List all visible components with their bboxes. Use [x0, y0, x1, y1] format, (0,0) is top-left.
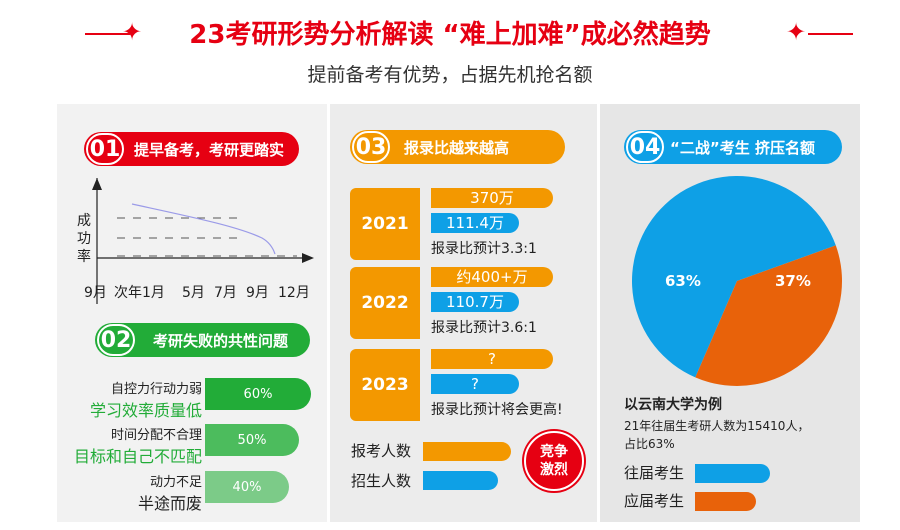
x-tick: 次年1月	[114, 285, 165, 301]
problem-bar: 50%	[205, 424, 299, 456]
title-line-left	[85, 33, 130, 35]
pie-chart	[632, 176, 842, 387]
legend-applicants-swatch	[423, 442, 511, 461]
problem-label: 动力不足	[149, 475, 202, 490]
page-title: 23考研形势分析解读 “难上加难”成必然趋势	[189, 20, 711, 50]
example-text: 占比63%	[624, 437, 675, 451]
x-tick: 7月	[214, 285, 237, 301]
title-line-right	[808, 33, 853, 35]
problem-label: 学习效率质量低	[89, 401, 202, 420]
x-tick: 9月	[246, 285, 269, 301]
problem-bar: 40%	[205, 471, 289, 503]
x-axis-ticks: 9月 次年1月 5月 7月 9月 12月	[84, 282, 310, 302]
problem-label: 目标和自己不匹配	[73, 447, 202, 466]
year-block-2023: 2023 ? ? 报录比预计将会更高!	[350, 349, 563, 421]
example-title: 以云南大学为例	[624, 397, 722, 413]
problem-label: 自控力行动力弱	[110, 382, 202, 397]
section-title: 提早备考，考研更踏实	[134, 140, 285, 159]
problem-label: 半途而废	[137, 494, 202, 513]
legend-admitted-label: 招生人数	[351, 472, 412, 490]
section-02-header: 02 考研失败的共性问题	[95, 323, 310, 357]
page-subtitle: 提前备考有优势，占据先机抢名额	[307, 64, 593, 86]
pie-label-past: 63%	[665, 272, 701, 290]
legend-past-label: 往届考生	[624, 464, 685, 482]
panel-ratio: 03 报录比越来越高 2021 370万 111.4万 报录比预计3.3:1 20…	[330, 104, 597, 522]
panel-early-prep: 01 提早备考，考研更踏实 成功率 9月 次年1月 5月 7月 9月 12月 02…	[57, 104, 327, 522]
competition-badge: 竞争 激烈	[524, 431, 584, 491]
section-number: 04	[626, 131, 664, 163]
section-01-header: 01 提早备考，考研更踏实	[84, 132, 299, 166]
x-axis-arrow	[302, 253, 314, 263]
star-icon: ✦	[786, 18, 807, 46]
section-title: 考研失败的共性问题	[153, 331, 289, 350]
section-number: 02	[97, 324, 135, 356]
year-label: 2021	[350, 188, 420, 260]
admitted-bar: 111.4万	[431, 213, 519, 233]
section-number: 03	[352, 131, 390, 163]
legend-admitted-swatch	[423, 471, 498, 490]
ratio-text: 报录比预计将会更高!	[431, 402, 563, 418]
success-rate-chart	[92, 178, 314, 304]
problem-bar: 60%	[205, 378, 311, 410]
section-number: 01	[86, 133, 124, 165]
panel-second-attempt: 04 “二战”考生 挤压名额 63% 37% 以云南大学为例 21年往届生考研人数…	[600, 104, 860, 522]
x-tick: 12月	[278, 285, 310, 301]
section-04-header: 04 “二战”考生 挤压名额	[624, 130, 842, 164]
year-label: 2023	[350, 349, 420, 421]
problem-row: 动力不足 半途而废	[52, 471, 202, 514]
x-tick: 5月	[182, 285, 205, 301]
pie-label-current: 37%	[775, 272, 811, 290]
ratio-text: 报录比预计3.3:1	[431, 241, 537, 257]
legend-applicants-label: 报考人数	[351, 442, 412, 460]
x-tick: 9月	[84, 285, 107, 301]
applicants-bar: ?	[431, 349, 553, 369]
legend-current-swatch	[695, 492, 756, 511]
pie-slice	[632, 176, 836, 378]
y-axis-arrow	[92, 178, 102, 190]
example-text: 21年往届生考研人数为15410人，	[624, 419, 810, 433]
year-block-2021: 2021 370万 111.4万 报录比预计3.3:1	[350, 188, 553, 260]
applicants-bar: 370万	[431, 188, 553, 208]
admitted-bar: ?	[431, 374, 519, 394]
year-label: 2022	[350, 267, 420, 339]
problem-label: 时间分配不合理	[110, 428, 202, 443]
admitted-bar: 110.7万	[431, 292, 519, 312]
y-axis-label: 成功率	[77, 213, 91, 265]
problem-row: 自控力行动力弱 学习效率质量低	[52, 378, 202, 421]
success-curve	[131, 203, 276, 255]
legend-past-swatch	[695, 464, 770, 483]
applicants-bar: 约400+万	[431, 267, 553, 287]
legend-current-label: 应届考生	[624, 492, 685, 510]
section-title: 报录比越来越高	[404, 138, 510, 157]
section-03-header: 03 报录比越来越高	[350, 130, 565, 164]
pie-slice	[695, 245, 842, 387]
section-title: “二战”考生 挤压名额	[670, 138, 815, 157]
year-block-2022: 2022 约400+万 110.7万 报录比预计3.6:1	[350, 267, 553, 339]
problem-row: 时间分配不合理 目标和自己不匹配	[52, 424, 202, 467]
ratio-text: 报录比预计3.6:1	[431, 320, 537, 336]
star-icon: ✦	[122, 18, 143, 46]
